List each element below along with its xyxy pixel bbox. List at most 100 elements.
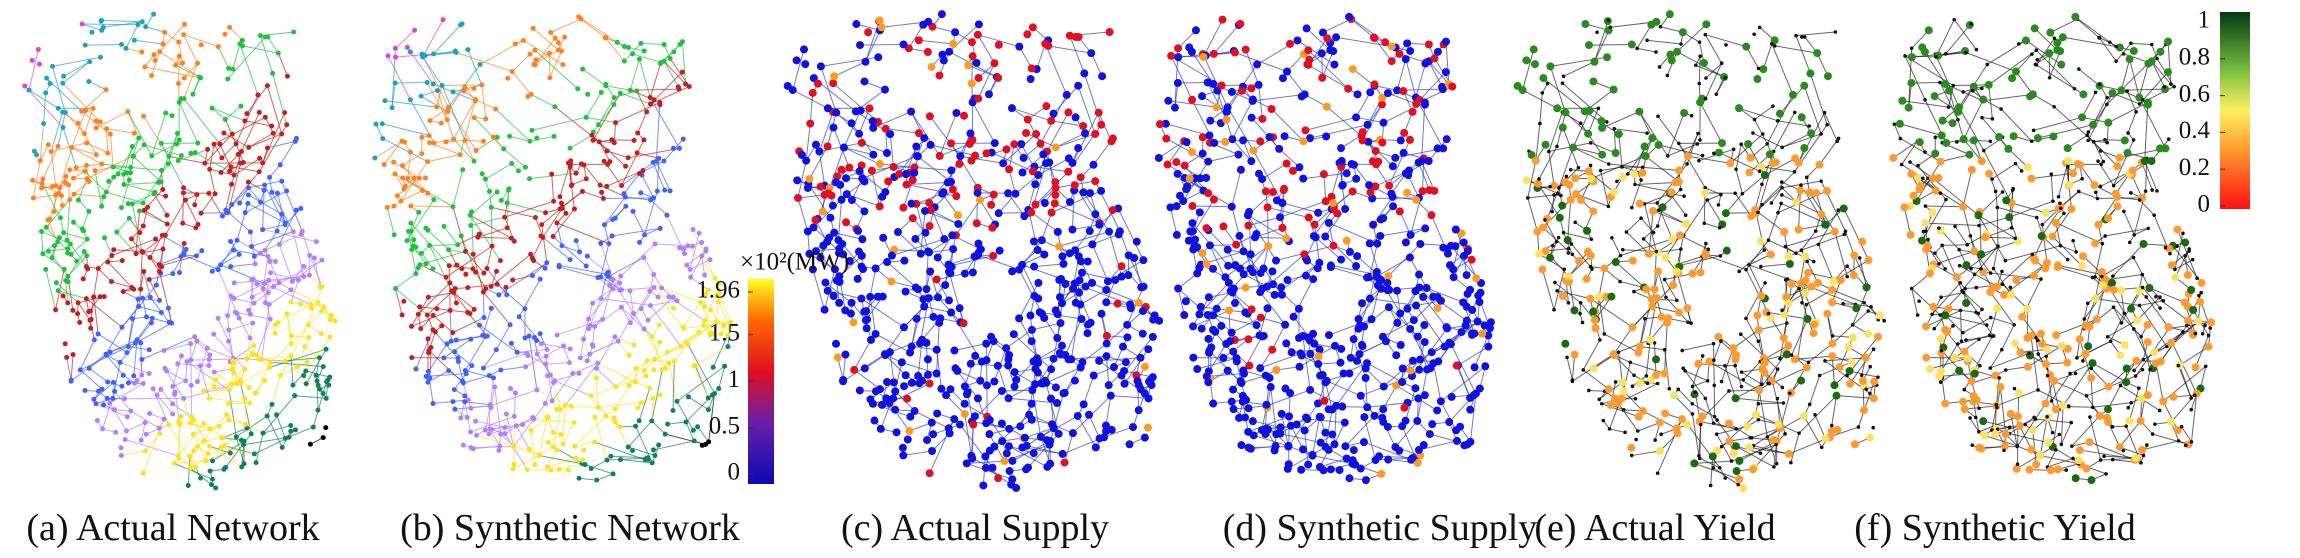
- node: [423, 373, 429, 379]
- node: [657, 339, 663, 345]
- node: [1264, 242, 1273, 251]
- node: [864, 28, 873, 37]
- node: [141, 268, 147, 274]
- edge: [220, 254, 240, 266]
- node: [1089, 371, 1098, 380]
- node: [482, 176, 488, 182]
- node: [666, 294, 672, 300]
- node: [1299, 174, 1308, 183]
- node: [973, 30, 982, 39]
- node: [935, 151, 944, 160]
- node: [605, 269, 611, 275]
- node: [604, 457, 610, 463]
- node: [630, 51, 636, 57]
- node: [211, 331, 217, 337]
- node: [69, 145, 75, 151]
- edge: [88, 367, 109, 383]
- edge: [117, 137, 140, 175]
- edge: [111, 281, 132, 289]
- node: [1010, 382, 1019, 391]
- node: [984, 90, 993, 99]
- node: [1424, 40, 1433, 49]
- node: [172, 389, 178, 395]
- node: [233, 141, 239, 147]
- node: [1073, 411, 1082, 420]
- node: [1267, 105, 1276, 114]
- edge: [889, 134, 895, 168]
- node: [1424, 157, 1433, 166]
- node: [1433, 304, 1442, 313]
- node: [1091, 443, 1100, 452]
- node: [416, 209, 422, 215]
- node: [650, 395, 656, 401]
- node: [229, 366, 235, 372]
- node: [1163, 160, 1172, 169]
- node: [84, 162, 90, 168]
- node: [209, 476, 215, 482]
- node: [1036, 432, 1045, 441]
- edge: [588, 288, 614, 320]
- node: [1381, 38, 1390, 47]
- node: [463, 271, 469, 277]
- edge: [495, 324, 511, 350]
- edge: [650, 199, 668, 216]
- edge: [614, 421, 629, 448]
- edge: [549, 50, 563, 78]
- node: [1484, 331, 1493, 340]
- node: [1341, 442, 1350, 451]
- edge: [422, 19, 444, 58]
- node: [1229, 385, 1238, 394]
- node: [1393, 286, 1402, 295]
- node: [596, 139, 602, 145]
- node: [565, 467, 571, 473]
- edge: [1260, 317, 1286, 326]
- edge: [394, 173, 405, 190]
- node: [298, 205, 304, 211]
- node: [1305, 336, 1314, 345]
- edge: [1018, 318, 1033, 342]
- edge: [290, 310, 322, 344]
- node: [84, 253, 90, 259]
- edge: [906, 184, 944, 193]
- node: [473, 432, 479, 438]
- node: [122, 437, 128, 443]
- edge: [528, 335, 538, 391]
- node: [227, 168, 233, 174]
- edge: [456, 52, 513, 73]
- edge: [410, 205, 454, 208]
- node: [572, 443, 578, 449]
- edge: [39, 123, 45, 161]
- node: [60, 293, 66, 299]
- node: [1209, 264, 1218, 273]
- node: [1030, 291, 1039, 300]
- edge: [84, 170, 107, 193]
- edge: [453, 292, 475, 310]
- node: [187, 465, 193, 471]
- edge: [606, 457, 647, 461]
- node: [425, 159, 431, 165]
- node: [529, 127, 535, 133]
- edge: [130, 166, 162, 171]
- node: [1222, 107, 1231, 116]
- node: [1284, 441, 1293, 450]
- edge: [160, 388, 174, 405]
- edge: [600, 274, 608, 299]
- edge: [101, 19, 143, 23]
- edge: [1225, 245, 1269, 278]
- node: [912, 142, 921, 151]
- edge: [954, 343, 987, 352]
- node: [981, 463, 990, 472]
- node: [450, 89, 456, 95]
- node: [895, 169, 904, 178]
- node: [1484, 342, 1493, 351]
- node: [662, 187, 668, 193]
- node: [125, 109, 131, 115]
- node: [1392, 381, 1401, 390]
- edge: [564, 362, 599, 407]
- node: [600, 196, 606, 202]
- edge: [509, 135, 531, 142]
- node: [838, 239, 847, 248]
- node: [1470, 363, 1479, 372]
- edge: [632, 53, 662, 63]
- node: [902, 180, 911, 189]
